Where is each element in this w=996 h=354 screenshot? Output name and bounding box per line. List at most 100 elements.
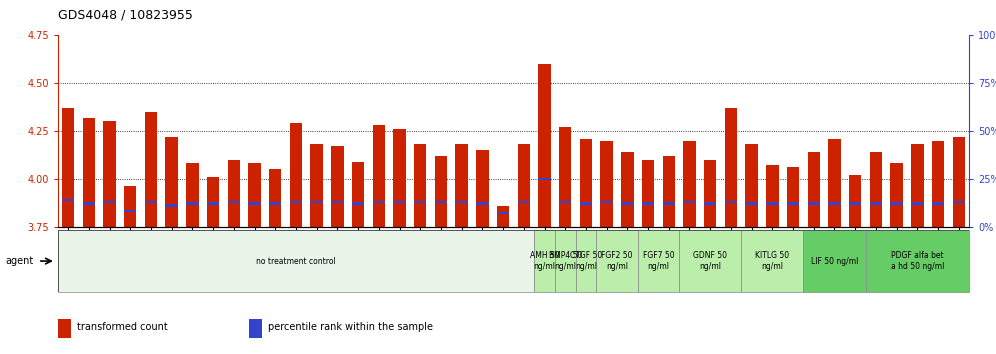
Bar [249,319,262,338]
Bar [476,150,489,227]
Bar [576,230,597,292]
Bar [580,202,593,205]
Bar [804,230,866,292]
Bar [414,201,426,203]
Bar [331,146,344,227]
Bar [476,202,489,205]
Text: agent: agent [5,256,33,266]
Text: PDGF alfa bet
a hd 50 ng/ml: PDGF alfa bet a hd 50 ng/ml [890,251,944,271]
Bar [911,202,923,205]
Bar [455,144,468,227]
Bar [745,144,758,227]
Bar [725,201,737,203]
Bar [866,230,969,292]
Bar [393,201,405,203]
Bar [622,202,633,205]
Bar [186,202,198,205]
Bar [601,201,613,203]
Bar [269,169,282,227]
Bar [890,164,902,227]
Bar [766,165,779,227]
Bar [434,201,447,203]
Bar [952,137,965,227]
Bar [165,137,178,227]
Bar [331,201,344,203]
Text: FGF2 50
ng/ml: FGF2 50 ng/ml [602,251,632,271]
Bar [870,152,882,227]
Bar [455,201,468,203]
Bar [518,144,530,227]
Bar [352,202,365,205]
Bar [538,64,551,227]
Bar [870,202,882,205]
Bar [124,210,136,212]
Bar [352,161,365,227]
Bar [559,127,572,227]
Bar [808,202,820,205]
Text: percentile rank within the sample: percentile rank within the sample [268,322,433,332]
Text: FGF7 50
ng/ml: FGF7 50 ng/ml [642,251,674,271]
Bar [787,167,799,227]
Bar [124,187,136,227]
Bar [83,118,95,227]
Bar [144,201,157,203]
Bar [662,202,675,205]
Bar [849,175,862,227]
Bar [662,156,675,227]
Bar [393,129,405,227]
Bar [207,177,219,227]
Bar [745,202,758,205]
Bar [741,230,804,292]
Bar [787,202,799,205]
Bar [683,141,696,227]
Bar [228,160,240,227]
Bar [248,202,261,205]
Bar [518,201,530,203]
Text: LIF 50 ng/ml: LIF 50 ng/ml [811,257,859,266]
Bar [725,108,737,227]
Bar [641,202,654,205]
Bar [186,164,198,227]
Text: GDS4048 / 10823955: GDS4048 / 10823955 [58,9,192,22]
Bar [228,201,240,203]
Bar [290,123,302,227]
Text: transformed count: transformed count [77,322,167,332]
Bar [829,202,841,205]
Bar [104,201,116,203]
Bar [269,202,282,205]
Bar [704,202,716,205]
Bar [622,152,633,227]
Bar [434,156,447,227]
Text: BMP4 50
ng/ml: BMP4 50 ng/ml [549,251,582,271]
Bar [62,199,75,201]
Bar [373,201,385,203]
Bar [248,164,261,227]
Text: CTGF 50
ng/ml: CTGF 50 ng/ml [570,251,602,271]
Bar [559,201,572,203]
Bar [704,160,716,227]
Bar [207,202,219,205]
Bar [641,160,654,227]
Bar [311,144,323,227]
Bar [683,201,696,203]
Bar [414,144,426,227]
Bar [58,319,71,338]
Bar [808,152,820,227]
Text: AMH 50
ng/ml: AMH 50 ng/ml [530,251,560,271]
Bar [932,141,944,227]
Text: KITLG 50
ng/ml: KITLG 50 ng/ml [755,251,790,271]
Bar [932,202,944,205]
Bar [104,121,116,227]
Bar [290,201,302,203]
Bar [497,212,509,214]
Bar [534,230,555,292]
Bar [911,144,923,227]
Bar [601,141,613,227]
Bar [637,230,679,292]
Bar [538,178,551,180]
Bar [555,230,576,292]
Bar [62,108,75,227]
Bar [165,204,178,207]
Bar [83,202,95,205]
Bar [952,201,965,203]
